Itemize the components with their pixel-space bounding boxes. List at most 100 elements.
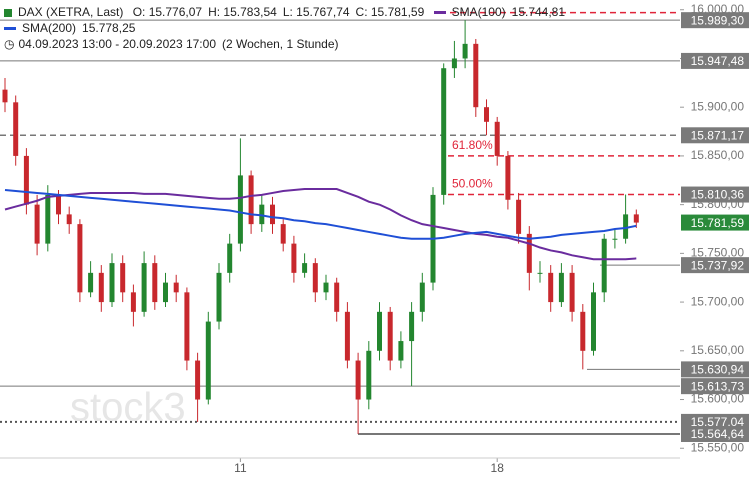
legend-swatch [433,11,446,15]
legend-name: SMA(100) [451,5,506,19]
candle-body [98,272,104,303]
price-box [681,52,749,69]
candle-body [409,311,415,342]
x-tick-label: 11 [234,461,247,475]
date-range: 04.09.2023 13:00 - 20.09.2023 17:00 [18,37,216,51]
candle-body [45,194,51,244]
legend-value: 15.744,81 [511,5,566,19]
price-box [681,378,749,395]
candle-body [56,194,61,215]
candle-body [451,58,457,69]
price-box [681,425,749,442]
candle-body [398,341,404,361]
candle-body [248,175,254,225]
price-label: 15.630,94 [691,363,745,377]
fib-label: 61.80% [452,138,493,152]
legend-row: ◷ 04.09.2023 13:00 - 20.09.2023 17:00 (2 W… [4,36,571,52]
price-label: 15.989,30 [691,13,745,27]
candle-body [516,199,522,234]
price-box [681,214,749,231]
candle-body [109,263,115,303]
candle-body [526,233,532,273]
candle-body [302,263,308,273]
candle-body [88,272,94,293]
candle-body [569,272,575,312]
candle-body [323,282,329,293]
candle-body [419,282,425,312]
price-label: 15.810,36 [691,188,745,202]
candle-body [612,238,618,240]
candle-body [227,243,233,273]
interval: (2 Wochen, 1 Stunde) [222,37,339,51]
legend-row: DAX (XETRA, Last) O: 15.776,07 H: 15.783,… [4,4,571,20]
legend: DAX (XETRA, Last) O: 15.776,07 H: 15.783,… [4,4,571,52]
legend-name: SMA(200) [22,21,77,35]
y-tick-label: 15.850,00 [691,148,745,162]
candle-body [505,155,511,200]
axis-panel [680,0,750,480]
y-tick-label: 15.650,00 [691,343,745,357]
clock-icon: ◷ [4,37,15,51]
candle-body [484,107,489,122]
candle-body [66,214,72,225]
candle-body [152,263,158,303]
y-tick-label: 15.900,00 [691,99,745,113]
x-tick-label: 18 [491,461,505,475]
candle-body [77,224,83,293]
price-label: 15.737,92 [691,258,745,272]
candle-body [473,43,479,108]
y-tick-label: 15.750,00 [691,246,745,260]
candle-body [355,360,361,400]
ohlc: L: 15.767,74 [282,5,350,19]
price-box [681,361,749,378]
candle-body [270,204,275,225]
y-tick-label: 15.550,00 [691,440,745,454]
price-label: 15.577,04 [691,415,745,429]
candle-body [280,224,286,244]
legend-row: SMA(200) 15.778,25 [4,20,571,36]
candle-body [537,272,543,274]
ohlc: C: 15.781,59 [355,5,425,19]
candle-body [237,175,243,244]
price-box [681,127,749,144]
candle-body [387,311,393,361]
candle-body [2,89,8,103]
candle-body [130,292,136,312]
watermark: stock3 [70,386,186,430]
instrument: DAX (XETRA, Last) [18,5,124,19]
candle-body [195,360,201,400]
sma-line [4,189,637,240]
candle-body [623,214,629,239]
candle-body [462,43,468,59]
candle-body [312,263,318,293]
candle-body [591,292,596,351]
candle-body [205,321,211,400]
ohlc: H: 15.783,54 [208,5,277,19]
candle-body [120,263,126,293]
candle-body [34,204,40,244]
y-tick-label: 15.700,00 [691,294,745,308]
ohlc: O: 15.776,07 [132,5,203,19]
fib-label: 50.00% [452,177,493,191]
price-box [681,413,749,430]
candle-body [184,292,190,361]
legend-swatch [4,8,12,17]
sma-line [4,188,637,261]
candle-body [334,282,340,312]
candle-body [377,311,382,351]
y-tick-label: 15.600,00 [691,392,745,406]
candle-body [163,282,168,303]
price-box [681,257,749,274]
legend-swatch [4,27,16,31]
candle-body [141,263,147,312]
price-box [681,186,749,203]
candle-body [13,102,19,156]
legend-value: 15.778,25 [82,21,136,35]
candle-body [366,350,372,400]
candle-body [494,121,500,156]
price-label: 15.564,64 [691,427,745,441]
candle-body [344,311,350,361]
candle-body [633,214,639,223]
price-label: 15.613,73 [691,379,745,393]
